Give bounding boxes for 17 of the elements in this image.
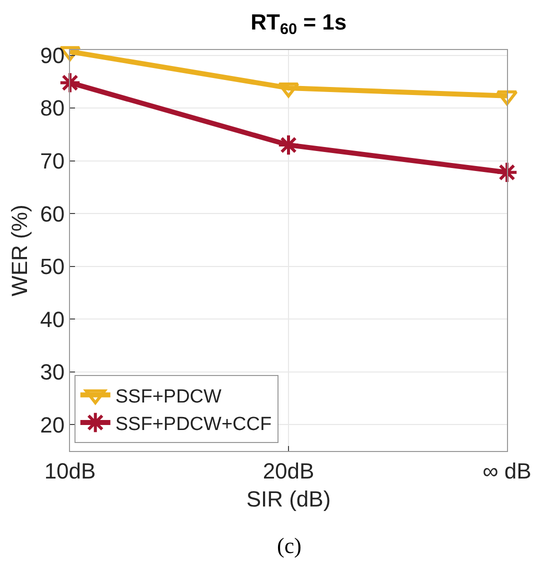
y-tick-label: 80 xyxy=(40,96,65,121)
y-axis-title: WER (%) xyxy=(6,204,32,296)
text: (c) xyxy=(277,533,302,558)
y-tick-label: 90 xyxy=(40,42,65,68)
y-tick-label: 40 xyxy=(40,306,65,332)
x-axis-title: SIR (dB) xyxy=(246,486,331,512)
y-tick-label: 50 xyxy=(40,254,65,280)
y-tick-label: 70 xyxy=(40,148,65,174)
y-tick-label: 60 xyxy=(40,201,65,226)
y-tick-label: 20 xyxy=(40,412,65,438)
x-tick-label: 10dB xyxy=(44,458,96,484)
y-tick-label: 30 xyxy=(40,360,65,385)
legend-label: SSF+PDCW+CCF xyxy=(115,414,272,435)
x-tick-label: ∞ dB xyxy=(482,458,532,484)
legend-label: SSF+PDCW xyxy=(115,386,222,408)
x-tick-label: 20dB xyxy=(262,458,314,484)
chart-title: RT$_{60}$ = 1s xyxy=(250,9,347,38)
